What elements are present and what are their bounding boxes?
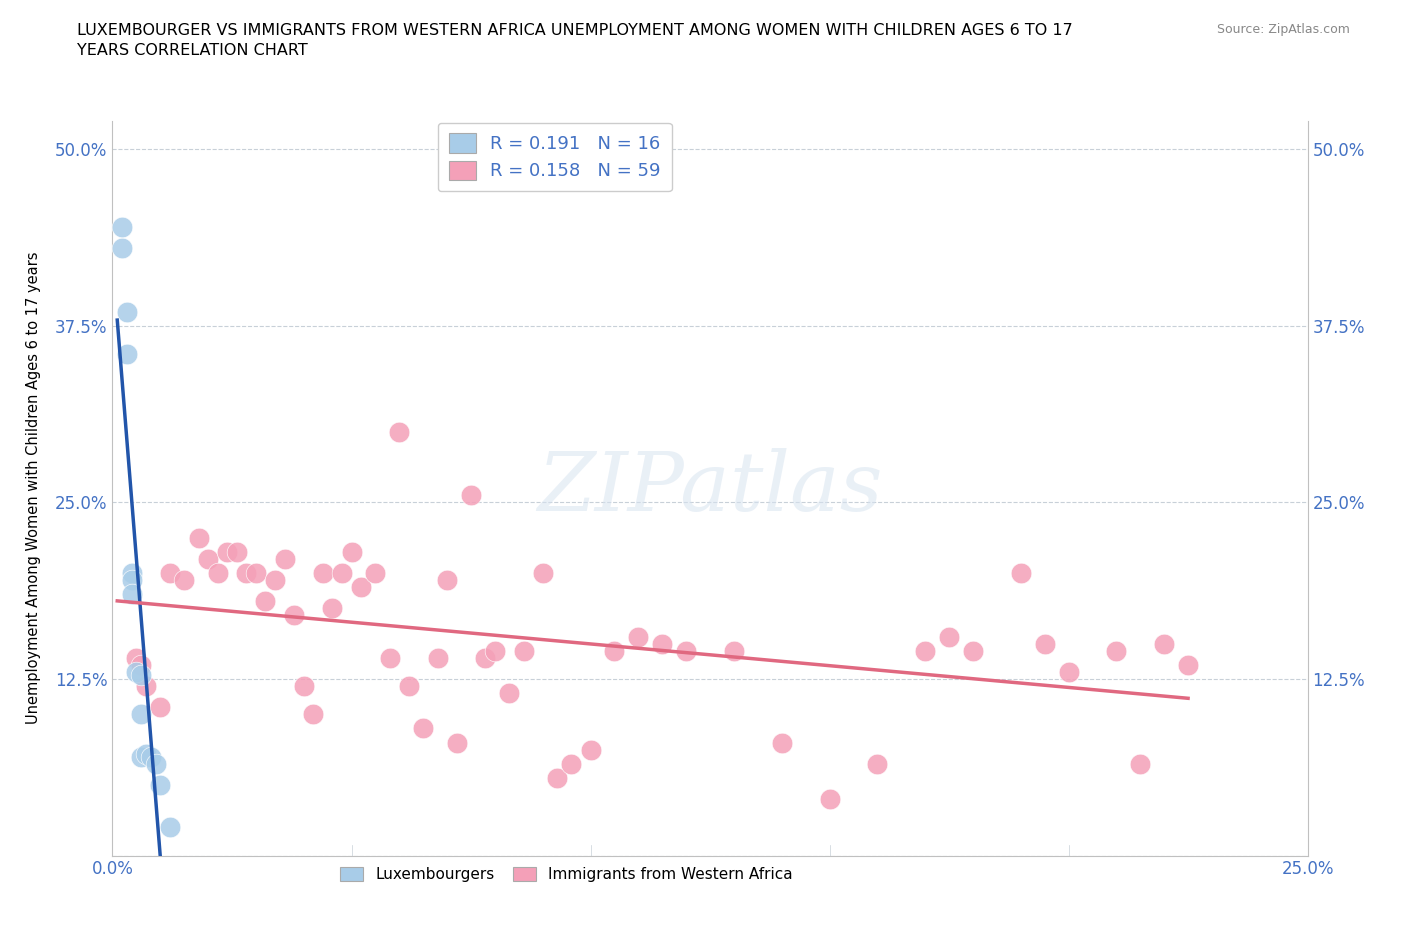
Point xyxy=(111,219,134,234)
Point xyxy=(121,573,143,588)
Point xyxy=(938,630,960,644)
Point xyxy=(426,650,449,665)
Point xyxy=(187,530,209,545)
Point xyxy=(603,644,626,658)
Point xyxy=(139,750,162,764)
Point xyxy=(1057,665,1080,680)
Point xyxy=(962,644,984,658)
Point xyxy=(340,544,363,559)
Point xyxy=(350,579,373,594)
Point xyxy=(129,707,152,722)
Point xyxy=(1033,636,1056,651)
Point xyxy=(460,488,482,503)
Point xyxy=(135,679,157,694)
Point xyxy=(121,587,143,602)
Point xyxy=(225,544,247,559)
Point xyxy=(412,721,434,736)
Point xyxy=(111,241,134,256)
Point xyxy=(264,573,287,588)
Point xyxy=(546,770,568,785)
Point xyxy=(474,650,496,665)
Point xyxy=(723,644,745,658)
Point xyxy=(207,565,229,580)
Point xyxy=(217,544,239,559)
Point xyxy=(173,573,195,588)
Point xyxy=(292,679,315,694)
Point xyxy=(283,608,305,623)
Point xyxy=(129,658,152,672)
Point xyxy=(627,630,650,644)
Point xyxy=(159,820,181,835)
Point xyxy=(135,747,157,762)
Point xyxy=(364,565,387,580)
Point xyxy=(197,551,219,566)
Point xyxy=(579,742,602,757)
Point xyxy=(1177,658,1199,672)
Point xyxy=(498,685,520,700)
Point xyxy=(1105,644,1128,658)
Text: LUXEMBOURGER VS IMMIGRANTS FROM WESTERN AFRICA UNEMPLOYMENT AMONG WOMEN WITH CHI: LUXEMBOURGER VS IMMIGRANTS FROM WESTERN … xyxy=(77,23,1073,58)
Point xyxy=(129,750,152,764)
Point xyxy=(398,679,420,694)
Point xyxy=(651,636,673,651)
Point xyxy=(1010,565,1032,580)
Point xyxy=(245,565,267,580)
Point xyxy=(312,565,335,580)
Text: Source: ZipAtlas.com: Source: ZipAtlas.com xyxy=(1216,23,1350,36)
Point xyxy=(512,644,534,658)
Point xyxy=(115,304,138,319)
Point xyxy=(254,594,277,609)
Point xyxy=(914,644,936,658)
Point xyxy=(446,735,468,750)
Point xyxy=(129,668,152,683)
Point xyxy=(436,573,458,588)
Point xyxy=(675,644,697,658)
Point xyxy=(330,565,353,580)
Point xyxy=(145,756,167,771)
Point xyxy=(235,565,257,580)
Point xyxy=(560,756,582,771)
Point xyxy=(388,424,411,439)
Point xyxy=(484,644,506,658)
Point xyxy=(770,735,793,750)
Y-axis label: Unemployment Among Women with Children Ages 6 to 17 years: Unemployment Among Women with Children A… xyxy=(27,252,41,724)
Point xyxy=(302,707,325,722)
Point xyxy=(149,777,172,792)
Point xyxy=(1153,636,1175,651)
Point xyxy=(818,791,841,806)
Point xyxy=(125,665,148,680)
Point xyxy=(121,565,143,580)
Point xyxy=(531,565,554,580)
Point xyxy=(321,601,343,616)
Point xyxy=(115,347,138,362)
Legend: Luxembourgers, Immigrants from Western Africa: Luxembourgers, Immigrants from Western A… xyxy=(335,860,799,888)
Point xyxy=(125,650,148,665)
Point xyxy=(273,551,295,566)
Point xyxy=(378,650,401,665)
Point xyxy=(1129,756,1152,771)
Text: ZIPatlas: ZIPatlas xyxy=(537,448,883,528)
Point xyxy=(159,565,181,580)
Point xyxy=(866,756,889,771)
Point xyxy=(149,699,172,714)
